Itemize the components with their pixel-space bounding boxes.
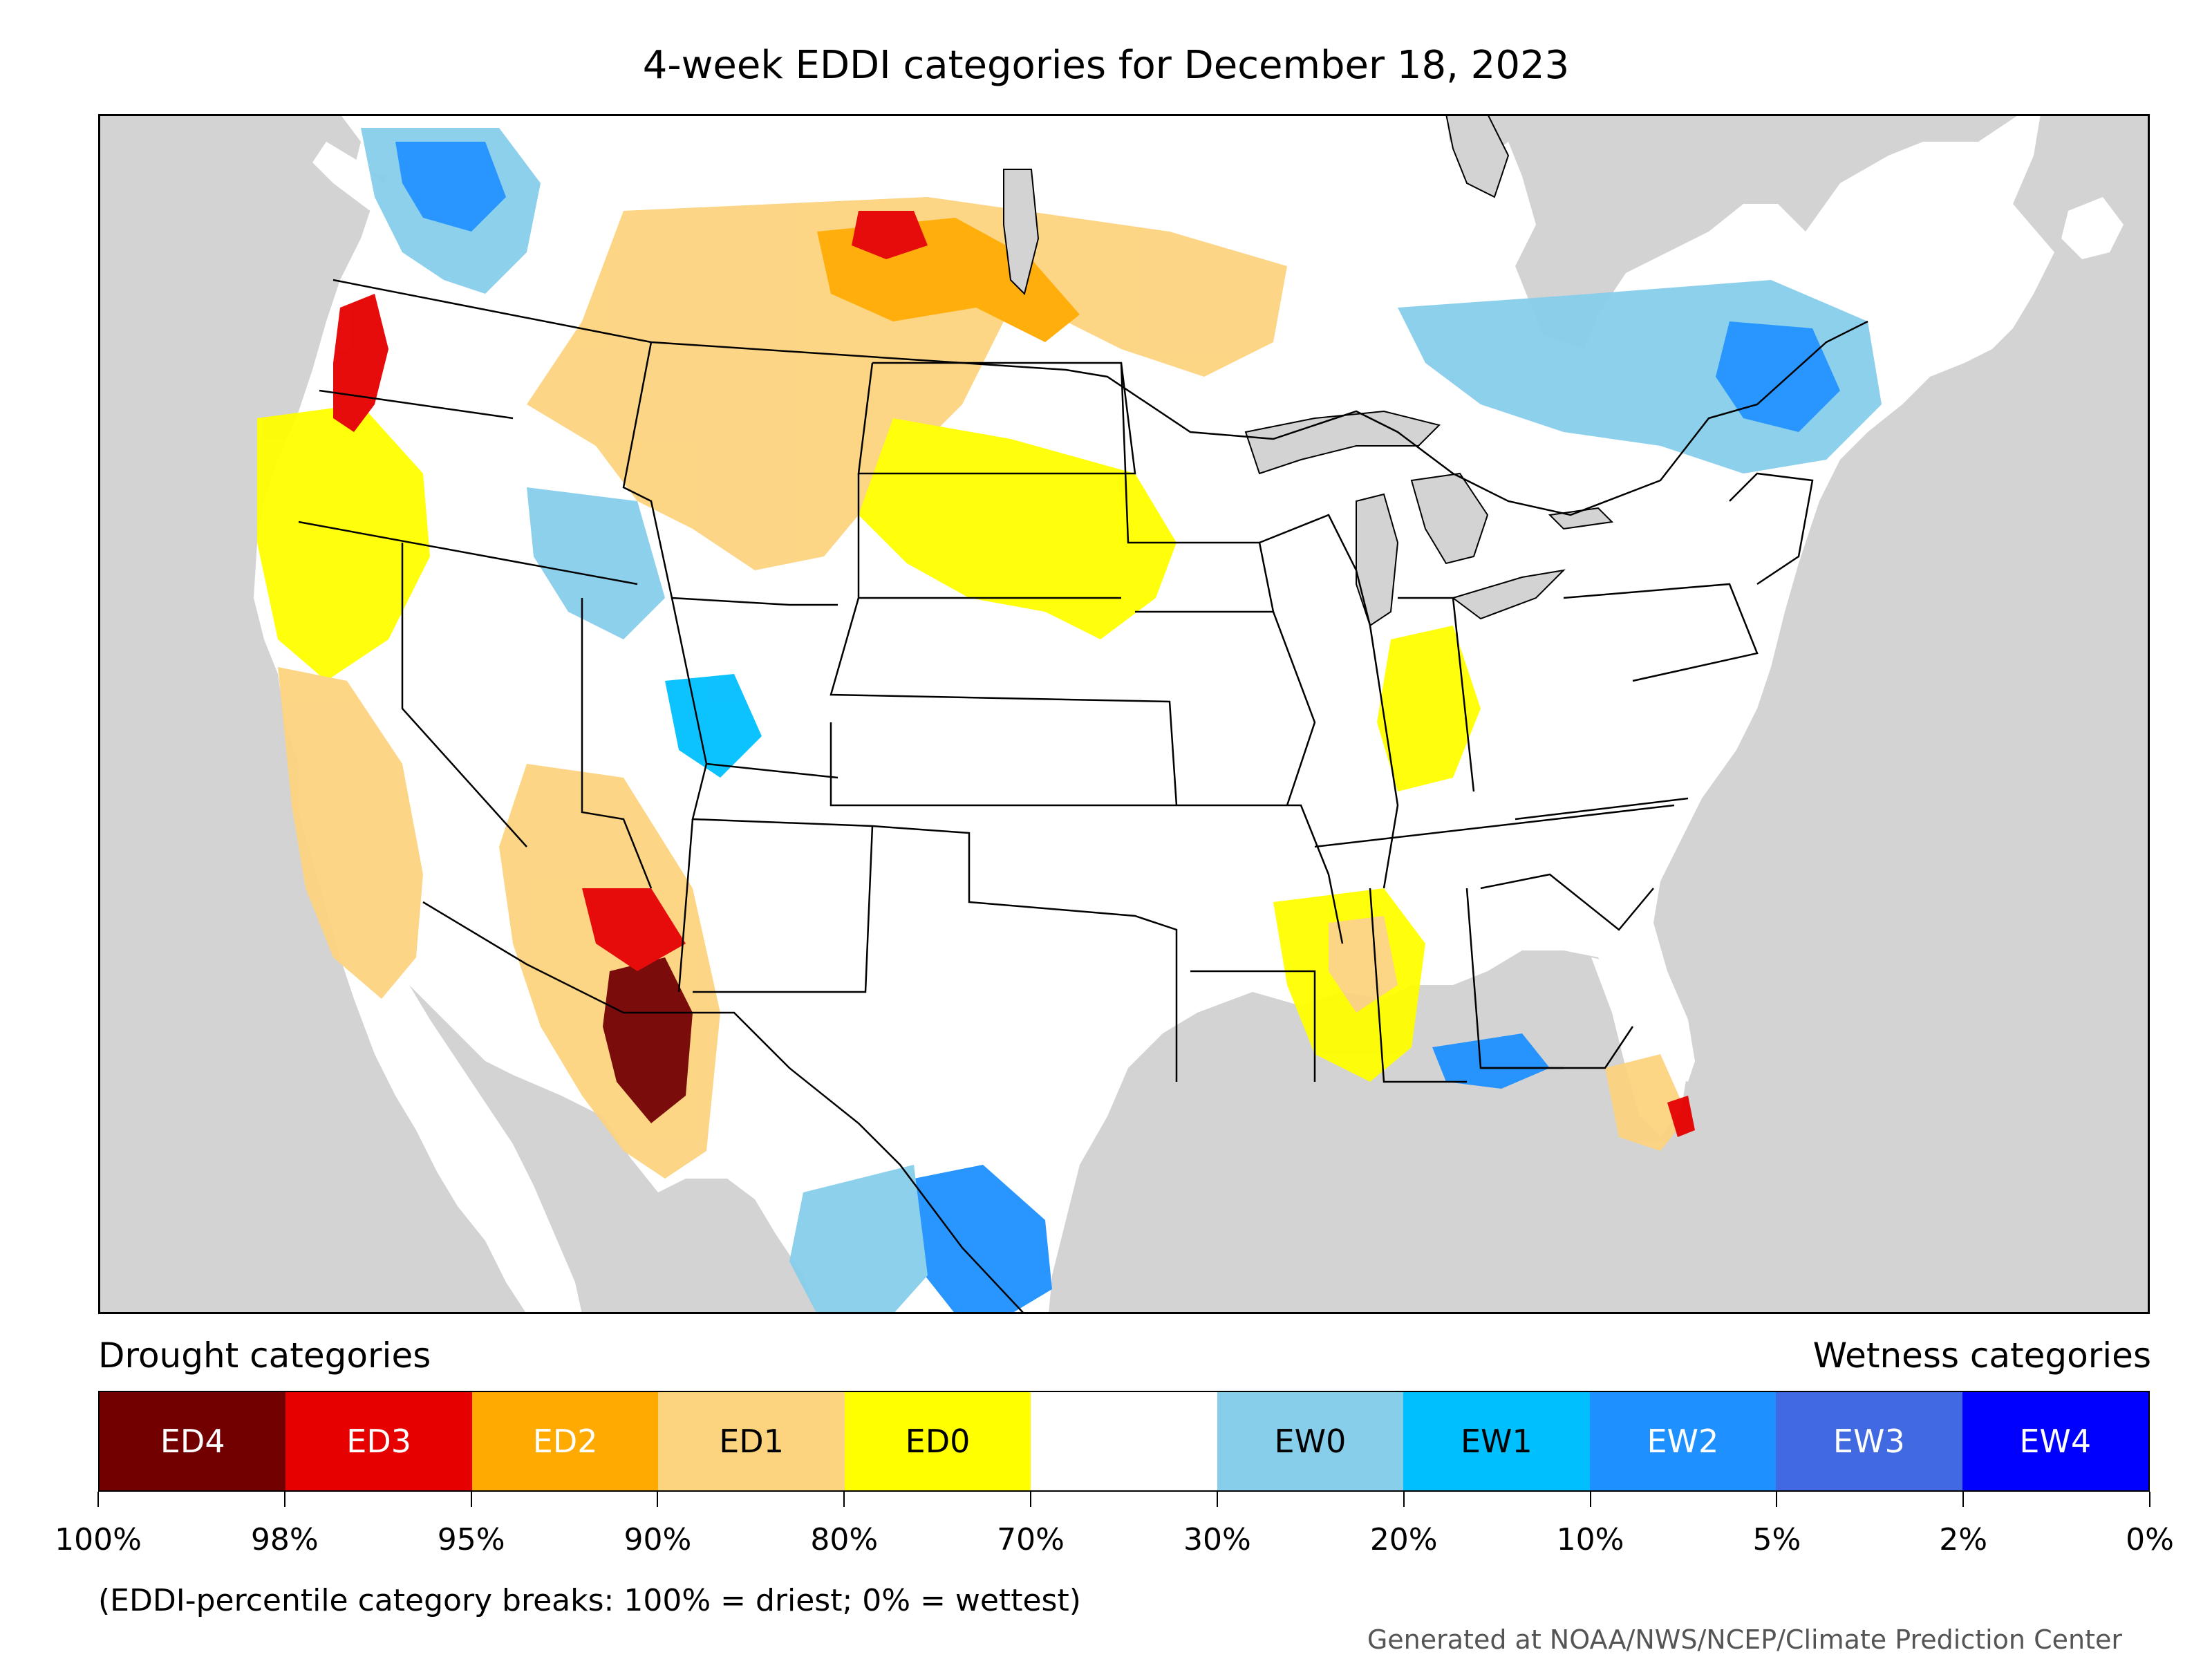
lake-michigan <box>1356 493 1399 627</box>
border-ky-tn <box>1314 804 1675 848</box>
source-credit: Generated at NOAA/NWS/NCEP/Climate Predi… <box>1367 1624 2122 1655</box>
colorbar-segment-ew4: EW4 <box>1962 1392 2148 1490</box>
lakes <box>1003 114 1614 627</box>
colorbar-tick-label: 80% <box>810 1522 879 1557</box>
border-ca-nv <box>401 543 527 847</box>
colorbar-segment-ed0: ED0 <box>844 1392 1031 1490</box>
border-il-in <box>1369 625 1399 889</box>
region-ed3-southwest <box>582 888 686 971</box>
region-ed0-ohio-valley <box>1377 626 1481 791</box>
border-wi-il <box>1259 514 1371 626</box>
colorbar-tick-label: 2% <box>1939 1522 1988 1557</box>
region-ew2-texas <box>914 1165 1052 1314</box>
colorbar-tick <box>470 1492 472 1507</box>
colorbar-tick-label: 90% <box>624 1522 692 1557</box>
region-ew0-idaho <box>527 487 665 639</box>
region-ed1-plains <box>527 197 1287 570</box>
colorbar-tick-label: 95% <box>437 1522 505 1557</box>
border-pa-ny <box>1563 583 1759 682</box>
region-ed4-southwest <box>603 957 693 1123</box>
border-ks-ok <box>830 722 1177 807</box>
wetness-categories-heading: Wetness categories <box>1812 1335 2151 1376</box>
newfoundland-area <box>2061 197 2124 259</box>
region-ew2-gulf-coast <box>1432 1033 1550 1089</box>
border-or-ca-nv <box>298 521 638 585</box>
us-mexico-border <box>422 901 1025 1314</box>
lake-winnipeg <box>1003 169 1040 295</box>
border-mn-ia <box>1120 362 1275 612</box>
region-ed3-florida <box>1667 1096 1695 1137</box>
category-footnote: (EDDI-percentile category breaks: 100% =… <box>98 1583 1081 1618</box>
colorbar-tick <box>97 1492 99 1507</box>
border-mo-ar <box>1177 804 1344 944</box>
colorbar-segment-ed2: ED2 <box>471 1392 659 1490</box>
colorbar-tick <box>1589 1492 1591 1507</box>
drought-categories-heading: Drought categories <box>98 1335 431 1376</box>
colorbar-segment-ew3: EW3 <box>1776 1392 1962 1490</box>
colorbar-segment-ew0: EW0 <box>1217 1392 1404 1490</box>
colorbar-segment-ew2: EW2 <box>1589 1392 1777 1490</box>
colorbar-tick-label: 100% <box>55 1522 142 1557</box>
category-colorbar: ED4 ED3 ED2 ED1 ED0 EW0 EW1 EW2 EW3 EW4 <box>98 1391 2150 1492</box>
border-dakotas <box>857 362 1136 475</box>
colorbar-tick-label: 0% <box>2126 1522 2174 1557</box>
colorbar-tick <box>843 1492 845 1507</box>
colorbar-tick-label: 5% <box>1752 1522 1801 1557</box>
border-tn-ms-al <box>1369 888 1467 1083</box>
eddi-map <box>98 114 2150 1314</box>
border-wa-or <box>319 389 514 420</box>
state-borders <box>298 279 1868 1314</box>
colorbar-tick <box>283 1492 285 1507</box>
region-ew2-northwest <box>395 142 506 232</box>
border-ok-tx <box>872 825 1178 1082</box>
border-nm-az <box>677 818 694 993</box>
border-ia-mo <box>1135 610 1316 806</box>
border-nm-tx <box>693 825 874 993</box>
colorbar-segment-ed3: ED3 <box>285 1392 472 1490</box>
region-ew1-colorado <box>665 674 762 778</box>
border-mt-id-wy <box>622 341 838 606</box>
colorbar-tick <box>1962 1492 1965 1507</box>
canada-us-border <box>332 279 1868 516</box>
colorbar-tick-label: 10% <box>1556 1522 1624 1557</box>
lake-huron <box>1410 472 1489 565</box>
colorbar-tick <box>1776 1492 1778 1507</box>
lake-erie <box>1451 569 1566 620</box>
percentile-ticks: 100% 98% 95% 90% 80% 70% 30% 20% 10% 5% 2% 0% <box>55 1492 2174 1557</box>
colorbar-segment-ew1: EW1 <box>1403 1392 1590 1490</box>
region-ed3-pacific-northwest <box>333 294 388 432</box>
border-la-ms <box>1190 970 1316 1082</box>
lake-superior <box>1244 410 1441 475</box>
colorbar-tick <box>1030 1492 1032 1507</box>
colorbar-tick <box>2149 1492 2150 1507</box>
colorbar-tick-label: 20% <box>1369 1522 1438 1557</box>
colorbar-tick-label: 30% <box>1183 1522 1251 1557</box>
border-new-england <box>1729 472 1814 585</box>
region-ed1-california <box>278 667 423 999</box>
border-va-nc <box>1515 797 1689 821</box>
region-ed1-southeast <box>1329 916 1398 1013</box>
map-frame <box>98 114 2150 1314</box>
hudson-bay-edge <box>1445 114 1510 198</box>
map-title: 4-week EDDI categories for December 18, … <box>642 43 1570 88</box>
border-ga-fl <box>1481 1026 1634 1069</box>
border-ne-ks <box>830 597 1178 806</box>
colorbar-segment-neutral <box>1031 1392 1217 1490</box>
border-in-oh <box>1398 597 1475 792</box>
colorbar-segment-ed1: ED1 <box>658 1392 845 1490</box>
region-ed1-florida <box>1605 1054 1688 1151</box>
region-ed0-west <box>257 404 430 681</box>
region-ed3-north <box>852 211 928 259</box>
colorbar-tick-label: 70% <box>997 1522 1065 1557</box>
colorbar-tick <box>1216 1492 1218 1507</box>
colorbar-tick <box>1403 1492 1405 1507</box>
colorbar-tick-label: 98% <box>250 1522 319 1557</box>
region-ew2-new-england <box>1716 321 1840 432</box>
colorbar-segment-ed4: ED4 <box>100 1392 286 1490</box>
colorbar-tick <box>657 1492 659 1507</box>
border-nv-ut-az <box>581 598 653 889</box>
region-ew0-texas <box>789 1165 928 1314</box>
border-nc-sc <box>1480 873 1654 931</box>
